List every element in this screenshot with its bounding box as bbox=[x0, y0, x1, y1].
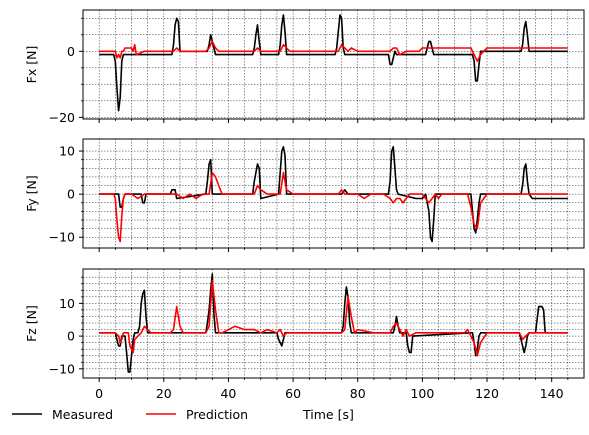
fx-measured-line bbox=[99, 14, 568, 112]
fz-ytick-label: 0 bbox=[67, 329, 75, 344]
fy-ytick-label: 0 bbox=[67, 187, 75, 202]
legend: Measured Prediction bbox=[12, 407, 248, 422]
fy-ytick-label: 10 bbox=[59, 144, 75, 159]
fy-prediction-line bbox=[99, 171, 568, 243]
fx-ytick-label: 0 bbox=[67, 44, 75, 59]
fx-grid bbox=[83, 10, 584, 119]
fz-xtick-label: 40 bbox=[220, 386, 236, 401]
time-xlabel: Time [s] bbox=[302, 407, 354, 422]
fz-prediction-line bbox=[99, 279, 568, 357]
fy-ytick-label: −10 bbox=[49, 230, 75, 245]
fx-panel: Fx [N] −20 0 bbox=[24, 9, 585, 125]
fy-axes-frame bbox=[82, 138, 585, 249]
fz-xtick-label: 120 bbox=[475, 386, 499, 401]
fz-measured-line bbox=[99, 273, 568, 373]
fz-ytick-label: −10 bbox=[49, 361, 75, 376]
fy-ylabel: Fy [N] bbox=[24, 175, 39, 212]
fz-xtick-label: 60 bbox=[285, 386, 301, 401]
legend-prediction-label: Prediction bbox=[186, 407, 248, 422]
fx-ytick-label: −20 bbox=[49, 110, 75, 125]
fz-ytick-label: 10 bbox=[59, 296, 75, 311]
fz-xtick-label: 20 bbox=[156, 386, 172, 401]
fx-axes-frame bbox=[82, 9, 585, 120]
fz-xtick-label: 0 bbox=[95, 386, 103, 401]
fz-axes-frame bbox=[82, 268, 585, 379]
fz-grid bbox=[83, 269, 584, 378]
fz-xtick-label: 100 bbox=[410, 386, 434, 401]
fy-grid bbox=[83, 139, 584, 248]
fz-xtick-label: 80 bbox=[350, 386, 366, 401]
fx-prediction-line bbox=[99, 40, 568, 62]
fz-ylabel: Fz [N] bbox=[24, 305, 39, 342]
fy-panel: Fy [N] −10 0 10 bbox=[24, 138, 585, 252]
fx-ylabel: Fx [N] bbox=[24, 46, 39, 84]
legend-measured-label: Measured bbox=[52, 407, 113, 422]
fz-xtick-label: 140 bbox=[540, 386, 564, 401]
